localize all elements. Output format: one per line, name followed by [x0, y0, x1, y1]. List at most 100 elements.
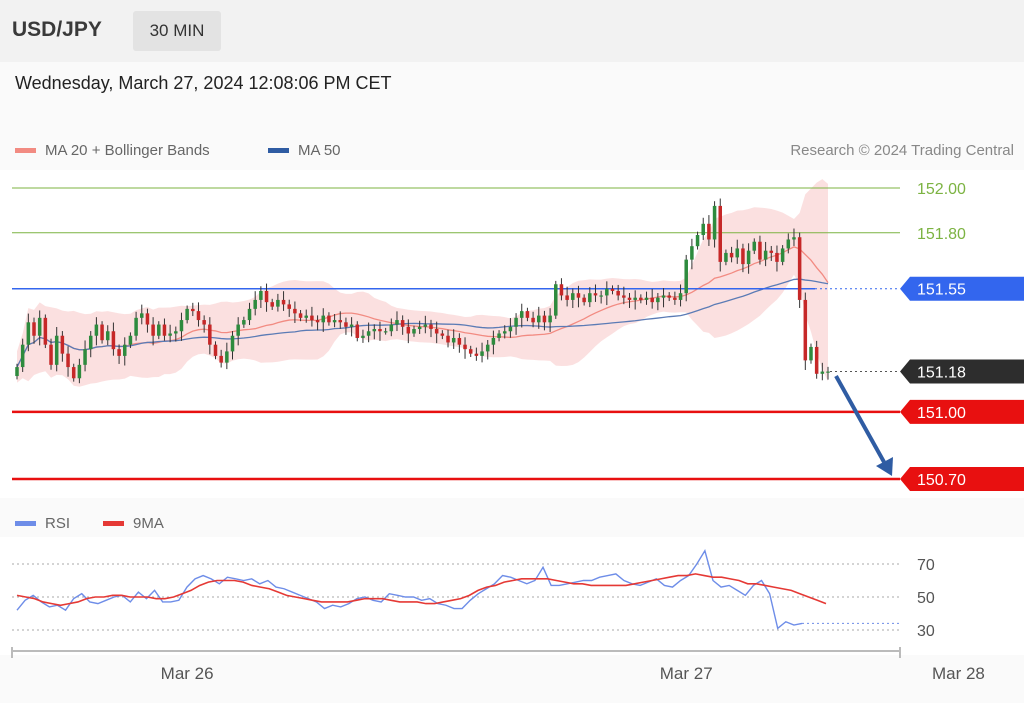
candle-body	[202, 320, 206, 325]
candle	[236, 317, 240, 346]
candle-body	[122, 344, 127, 356]
candle-body	[117, 349, 121, 356]
candle	[111, 322, 116, 356]
candle-body	[814, 346, 819, 374]
candle	[140, 304, 144, 325]
candle	[690, 238, 694, 270]
candle	[327, 312, 331, 326]
candle	[451, 329, 456, 349]
candle-body	[191, 308, 195, 312]
candle-body	[208, 324, 212, 345]
candle	[179, 312, 184, 341]
candle	[763, 241, 768, 267]
candle	[474, 347, 479, 361]
x-tick-label: Mar 28	[932, 664, 985, 683]
candle-body	[463, 344, 467, 350]
timeframe-button[interactable]: 30 MIN	[133, 11, 221, 51]
rsi-panel-bg	[0, 537, 1024, 655]
candle	[423, 315, 428, 334]
candle	[32, 317, 36, 344]
candle-body	[480, 351, 484, 356]
candle	[616, 284, 620, 301]
candle-body	[140, 313, 144, 318]
candle	[429, 319, 433, 338]
candle-body	[519, 311, 524, 318]
candle-body	[826, 371, 830, 373]
candle	[105, 325, 110, 346]
candle-body	[554, 284, 558, 316]
candle	[508, 318, 513, 338]
candle-body	[88, 335, 93, 350]
support-label: 151.00	[917, 405, 966, 422]
candle-body	[695, 235, 700, 247]
candle	[378, 321, 382, 341]
candle	[746, 243, 751, 274]
candle	[769, 245, 774, 261]
candle	[281, 291, 286, 311]
candle-body	[213, 344, 218, 356]
candle	[276, 293, 280, 312]
candle-body	[502, 331, 507, 334]
candle-body	[537, 315, 541, 323]
candle-body	[588, 293, 592, 303]
support-tag	[900, 467, 1024, 491]
candle-body	[378, 329, 382, 332]
candle	[15, 363, 19, 380]
copyright-text: Research © 2024 Trading Central	[790, 142, 1014, 159]
candle-body	[718, 205, 723, 262]
legend-rsi: RSI	[15, 515, 70, 532]
candle-body	[542, 315, 547, 323]
candle	[661, 288, 666, 308]
candle-body	[298, 313, 303, 318]
candle-body	[111, 331, 116, 350]
candle-body	[673, 297, 677, 300]
legend-ma20-label: MA 20 + Bollinger Bands	[45, 142, 210, 159]
current-price-tag	[900, 359, 1024, 384]
candle	[270, 298, 274, 310]
candle	[66, 346, 70, 377]
candle-body	[661, 295, 666, 298]
candle	[610, 285, 615, 295]
candle	[775, 245, 779, 272]
candle-body	[656, 297, 660, 303]
bollinger-band	[17, 179, 828, 387]
candle	[293, 301, 297, 323]
candle	[434, 321, 439, 344]
candle-body	[605, 288, 609, 296]
candle-body	[310, 315, 314, 321]
candle-body	[684, 259, 688, 294]
candle	[803, 292, 808, 370]
candle-body	[26, 322, 31, 345]
candle-body	[276, 299, 280, 307]
candle-body	[451, 337, 456, 343]
ma50-swatch	[268, 148, 289, 153]
candle-body	[627, 297, 632, 300]
candle-body	[270, 302, 274, 307]
candle	[77, 358, 82, 384]
candle	[174, 326, 178, 342]
candle	[49, 338, 53, 370]
candle	[366, 322, 371, 343]
candle	[491, 330, 496, 355]
candle	[355, 321, 360, 342]
candle-body	[616, 290, 620, 296]
candle-body	[769, 250, 774, 253]
candle-body	[707, 223, 711, 240]
candle	[247, 302, 252, 325]
candle	[287, 299, 291, 317]
candle-body	[809, 346, 813, 361]
candle-body	[701, 223, 705, 236]
candle-body	[423, 324, 428, 327]
candle-body	[344, 322, 348, 327]
candle	[83, 340, 87, 372]
candle	[718, 198, 723, 272]
rsi-tick-label: 30	[917, 623, 935, 640]
candle-body	[100, 324, 104, 341]
candle-body	[775, 252, 779, 262]
candle	[94, 317, 99, 346]
candle	[644, 291, 649, 305]
candle	[417, 320, 422, 334]
candle	[128, 332, 133, 349]
candle	[122, 337, 127, 366]
